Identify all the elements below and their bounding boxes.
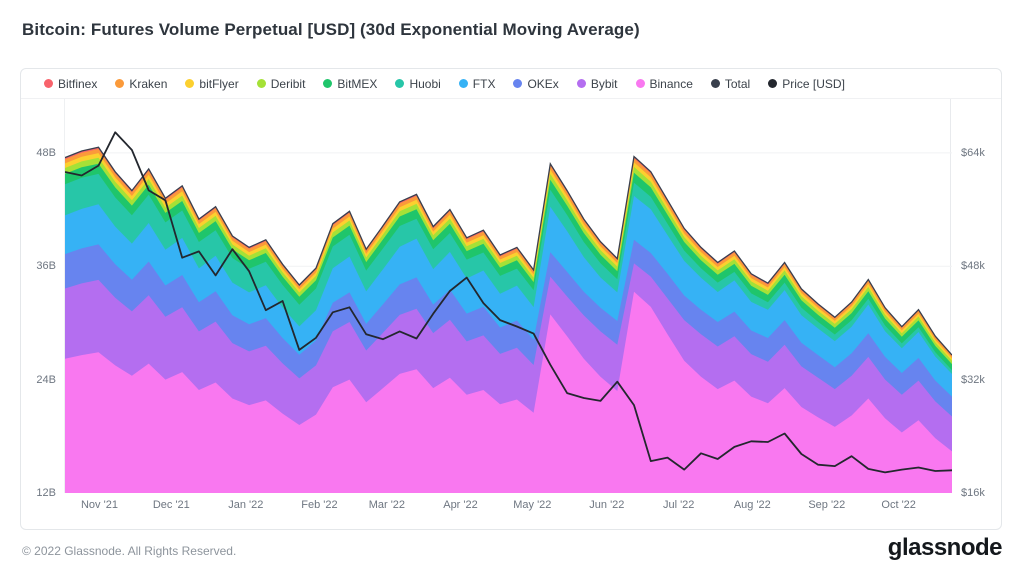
y-right-tick-48k: $48k (961, 260, 985, 272)
legend-dot-bitflyer (185, 79, 194, 88)
legend-label: Binance (650, 77, 693, 91)
legend-item-ftx[interactable]: FTX (459, 77, 496, 91)
x-tick-nov-21: Nov '21 (81, 499, 118, 511)
legend-dot-huobi (395, 79, 404, 88)
legend-item-bitmex[interactable]: BitMEX (323, 77, 377, 91)
legend-label: OKEx (527, 77, 558, 91)
x-tick-apr-22: Apr '22 (443, 499, 478, 511)
legend-item-bitflyer[interactable]: bitFlyer (185, 77, 238, 91)
page-title: Bitcoin: Futures Volume Perpetual [USD] … (22, 20, 640, 40)
x-axis: Nov '21 Dec '21 Jan '22 Feb '22 Mar '22 Apr '… (64, 499, 951, 515)
legend-item-okex[interactable]: OKEx (513, 77, 558, 91)
legend-item-bitfinex[interactable]: Bitfinex (44, 77, 97, 91)
x-tick-jan-22: Jan '22 (228, 499, 263, 511)
y-left-tick-12b: 12B (36, 487, 56, 499)
legend-item-bybit[interactable]: Bybit (577, 77, 618, 91)
legend-label: Kraken (129, 77, 167, 91)
x-tick-dec-21: Dec '21 (153, 499, 190, 511)
legend-dot-bybit (577, 79, 586, 88)
x-tick-may-22: May '22 (513, 499, 551, 511)
y-right-tick-16k: $16k (961, 487, 985, 499)
x-tick-jun-22: Jun '22 (589, 499, 624, 511)
y-right-tick-32k: $32k (961, 374, 985, 386)
y-left-tick-24b: 24B (36, 374, 56, 386)
glassnode-logo: glassnode (888, 534, 1002, 562)
y-axis-right: $64k$48k$32k$16k (951, 99, 1001, 493)
legend-label: Price [USD] (782, 77, 845, 91)
legend-dot-okex (513, 79, 522, 88)
chart-card: Bitfinex Kraken bitFlyer Deribit BitMEX Huobi… (20, 68, 1002, 530)
x-tick-sep-22: Sep '22 (808, 499, 845, 511)
x-tick-oct-22: Oct '22 (881, 499, 916, 511)
legend-dot-ftx (459, 79, 468, 88)
legend-dot-bitfinex (44, 79, 53, 88)
legend-item-total[interactable]: Total (711, 77, 750, 91)
x-tick-feb-22: Feb '22 (301, 499, 337, 511)
legend-item-huobi[interactable]: Huobi (395, 77, 440, 91)
y-axis-left: 48B36B24B12B (21, 99, 64, 493)
legend: Bitfinex Kraken bitFlyer Deribit BitMEX Huobi… (21, 69, 1001, 99)
y-left-tick-36b: 36B (36, 260, 56, 272)
legend-dot-binance (636, 79, 645, 88)
legend-dot-kraken (115, 79, 124, 88)
chart-canvas (65, 99, 952, 493)
chart-body: 48B36B24B12B glassnode $64k$48k$32k$16k (21, 99, 1001, 493)
x-tick-jul-22: Jul '22 (663, 499, 694, 511)
legend-item-deribit[interactable]: Deribit (257, 77, 306, 91)
x-tick-mar-22: Mar '22 (369, 499, 405, 511)
legend-label: bitFlyer (199, 77, 238, 91)
legend-dot-total (711, 79, 720, 88)
legend-dot-deribit (257, 79, 266, 88)
y-left-tick-48b: 48B (36, 147, 56, 159)
legend-dot-bitmex (323, 79, 332, 88)
x-tick-aug-22: Aug '22 (734, 499, 771, 511)
plot-area: glassnode (64, 99, 951, 493)
legend-item-price-usd[interactable]: Price [USD] (768, 77, 845, 91)
legend-label: FTX (473, 77, 496, 91)
legend-label: Huobi (409, 77, 440, 91)
legend-label: Bitfinex (58, 77, 97, 91)
legend-item-binance[interactable]: Binance (636, 77, 693, 91)
legend-dot-price-usd (768, 79, 777, 88)
legend-item-kraken[interactable]: Kraken (115, 77, 167, 91)
legend-label: Deribit (271, 77, 306, 91)
legend-label: Total (725, 77, 750, 91)
legend-label: BitMEX (337, 77, 377, 91)
legend-label: Bybit (591, 77, 618, 91)
y-right-tick-64k: $64k (961, 147, 985, 159)
page: Bitcoin: Futures Volume Perpetual [USD] … (0, 0, 1024, 576)
copyright-text: © 2022 Glassnode. All Rights Reserved. (22, 544, 236, 558)
